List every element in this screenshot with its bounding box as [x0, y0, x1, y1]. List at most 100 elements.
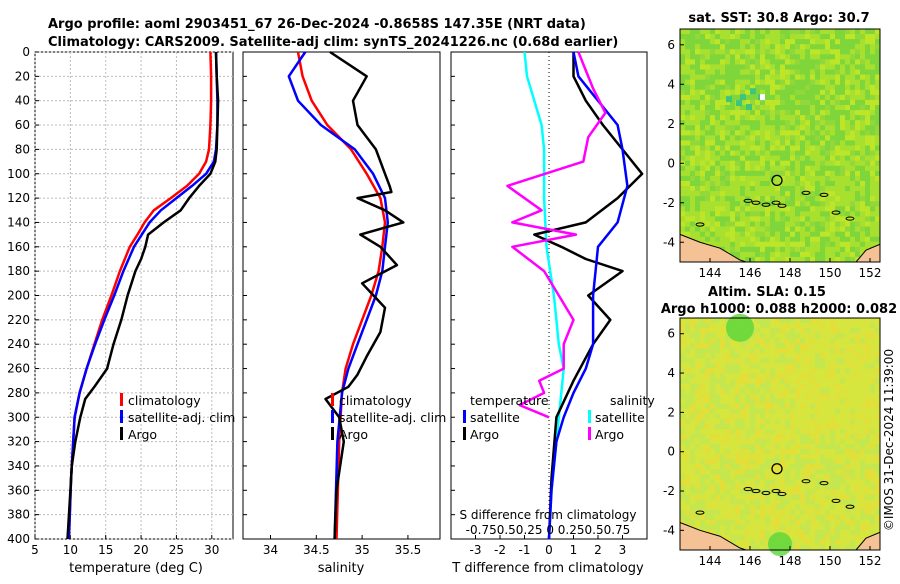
map-cell — [715, 79, 721, 86]
map-cell — [830, 353, 836, 359]
map-cell — [755, 494, 761, 500]
map-cell — [770, 74, 776, 80]
map-cell — [865, 323, 871, 329]
map-cell — [865, 191, 871, 197]
legend-label-argo: Argo — [128, 427, 157, 442]
map-cell — [780, 180, 786, 187]
map-cell — [680, 54, 686, 60]
map-cell — [775, 363, 781, 369]
map-cell — [875, 348, 881, 354]
map-cell — [775, 110, 781, 116]
map-cell — [760, 368, 766, 374]
map-cell — [750, 130, 756, 136]
map-cell — [780, 403, 786, 410]
map-cell — [775, 186, 781, 192]
map-cell — [815, 186, 821, 192]
map-cell — [825, 104, 831, 111]
map-cell — [815, 423, 821, 430]
map-cell — [770, 509, 776, 515]
map-cell — [770, 120, 776, 126]
map-cell — [795, 413, 801, 420]
map-cell — [810, 524, 816, 531]
map-cell — [760, 423, 766, 430]
map-cell — [795, 464, 801, 470]
map-cell — [865, 44, 871, 50]
map-cell — [840, 206, 846, 212]
map-cell — [780, 231, 786, 237]
map-cell — [705, 434, 711, 440]
map-cell — [720, 191, 726, 197]
map-cell — [815, 211, 821, 217]
map-cell — [800, 403, 806, 410]
map-cell — [865, 69, 871, 75]
map-cell — [815, 413, 821, 420]
map-cell — [680, 89, 686, 96]
map-cell — [870, 140, 876, 146]
map-cell — [695, 524, 701, 531]
map-cell — [720, 378, 726, 384]
map-cell — [740, 54, 746, 60]
map-cell — [710, 104, 716, 111]
map-cell — [815, 64, 821, 70]
map-cell — [730, 34, 736, 40]
map-cell — [760, 539, 766, 546]
map-cell — [705, 180, 711, 187]
map-cell — [715, 99, 721, 106]
map-cell — [730, 479, 736, 485]
map-cell — [715, 39, 721, 45]
map-cell — [870, 99, 876, 106]
map-cell — [735, 64, 741, 70]
map-cell — [715, 474, 721, 480]
map-cell — [790, 135, 796, 141]
map-cell — [700, 216, 706, 222]
map-cell — [785, 206, 791, 212]
map-cell — [685, 115, 691, 121]
map-cell — [770, 84, 776, 91]
map-cell — [750, 403, 756, 410]
map-cell — [680, 423, 686, 430]
map-cell — [715, 104, 721, 111]
map-cell — [690, 191, 696, 197]
map-cell — [725, 363, 731, 369]
map-cell — [690, 110, 696, 116]
map-cell — [860, 333, 866, 339]
map-cell — [685, 160, 691, 167]
map-cell — [840, 418, 846, 425]
map-cell — [790, 338, 796, 344]
map-cell — [855, 69, 861, 75]
map-cell — [730, 216, 736, 222]
map-cell — [720, 393, 726, 399]
map-cell — [815, 544, 821, 551]
map-cell — [730, 408, 736, 415]
map-cell — [700, 318, 706, 324]
map-cell — [815, 444, 821, 450]
map-cell — [775, 474, 781, 480]
map-cell — [715, 323, 721, 329]
map-cell — [850, 221, 856, 227]
map-cell — [795, 469, 801, 475]
map-cell — [870, 231, 876, 237]
map-cell — [760, 165, 766, 172]
map-cell — [815, 368, 821, 374]
map-cell — [690, 39, 696, 45]
map-cell — [860, 84, 866, 91]
map-cell — [870, 34, 876, 40]
map-cell — [690, 69, 696, 75]
map-cell — [800, 449, 806, 455]
map-cell — [720, 464, 726, 470]
map-cell — [830, 160, 836, 167]
map-cell — [745, 524, 751, 531]
map-cell — [835, 373, 841, 379]
map-cell — [760, 499, 766, 505]
map-cell — [795, 64, 801, 70]
map-cell — [745, 353, 751, 359]
map-cell — [725, 201, 731, 207]
map-cell — [685, 388, 691, 394]
map-cell — [875, 474, 881, 480]
map-cell — [710, 514, 716, 521]
map-cell — [775, 170, 781, 177]
map-cell — [720, 504, 726, 510]
map-cell — [685, 140, 691, 146]
map-cell — [790, 54, 796, 60]
map-cell — [720, 104, 726, 111]
